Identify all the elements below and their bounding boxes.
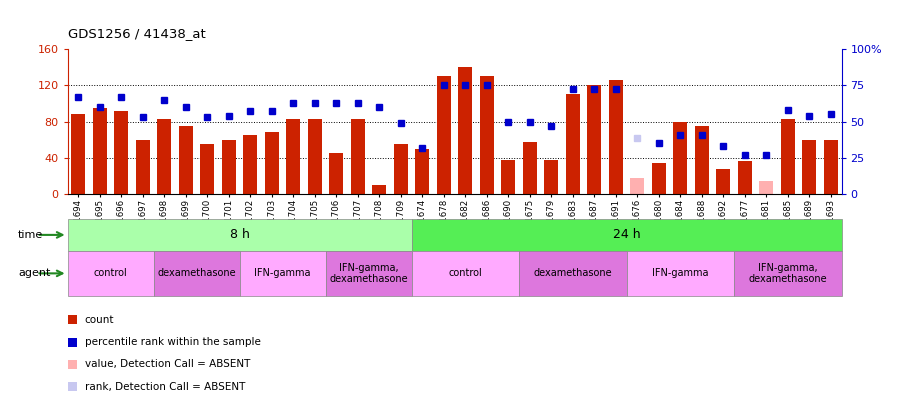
Bar (738, 161, 752, 194)
Bar (566, 94, 580, 194)
Bar (286, 119, 301, 194)
Bar (415, 149, 429, 194)
Bar (802, 140, 816, 194)
Text: rank, Detection Call = ABSENT: rank, Detection Call = ABSENT (85, 382, 245, 392)
Bar (501, 160, 515, 194)
Bar (326, 251, 411, 296)
Bar (221, 140, 236, 194)
Bar (308, 119, 321, 194)
Text: IFN-gamma: IFN-gamma (652, 269, 708, 278)
Text: GDS1256 / 41438_at: GDS1256 / 41438_at (68, 28, 205, 40)
Text: value, Detection Call = ABSENT: value, Detection Call = ABSENT (85, 360, 250, 369)
Bar (608, 81, 623, 194)
Bar (351, 119, 364, 194)
Bar (458, 67, 473, 194)
Bar (588, 85, 601, 194)
Bar (734, 251, 842, 296)
Bar (239, 251, 326, 296)
Bar (114, 111, 128, 194)
Bar (544, 160, 558, 194)
Bar (201, 144, 214, 194)
Text: control: control (448, 269, 482, 278)
Text: control: control (94, 269, 128, 278)
Bar (71, 114, 86, 194)
Text: 24 h: 24 h (613, 228, 640, 241)
Bar (695, 126, 708, 194)
Bar (394, 144, 408, 194)
Bar (824, 140, 838, 194)
Bar (243, 135, 257, 194)
Bar (523, 142, 536, 194)
Bar (652, 162, 666, 194)
Bar (68, 219, 411, 251)
Bar (630, 178, 644, 194)
Bar (716, 169, 730, 194)
Text: 8 h: 8 h (230, 228, 249, 241)
Bar (158, 119, 171, 194)
Bar (265, 132, 279, 194)
Bar (626, 251, 734, 296)
Text: IFN-gamma: IFN-gamma (254, 269, 310, 278)
Bar (411, 219, 842, 251)
Bar (136, 140, 149, 194)
Bar (329, 153, 343, 194)
Bar (436, 76, 451, 194)
Bar (760, 181, 773, 194)
Text: percentile rank within the sample: percentile rank within the sample (85, 337, 260, 347)
Bar (68, 251, 154, 296)
Text: agent: agent (18, 269, 50, 278)
Bar (480, 76, 494, 194)
Text: dexamethasone: dexamethasone (158, 269, 236, 278)
Text: count: count (85, 315, 114, 325)
Bar (673, 122, 688, 194)
Text: dexamethasone: dexamethasone (534, 269, 612, 278)
Bar (93, 108, 107, 194)
Bar (519, 251, 626, 296)
Bar (781, 119, 795, 194)
Text: time: time (18, 230, 43, 240)
Bar (154, 251, 239, 296)
Bar (411, 251, 519, 296)
Bar (373, 185, 386, 194)
Text: IFN-gamma,
dexamethasone: IFN-gamma, dexamethasone (749, 262, 827, 284)
Text: IFN-gamma,
dexamethasone: IFN-gamma, dexamethasone (329, 262, 408, 284)
Bar (179, 126, 193, 194)
